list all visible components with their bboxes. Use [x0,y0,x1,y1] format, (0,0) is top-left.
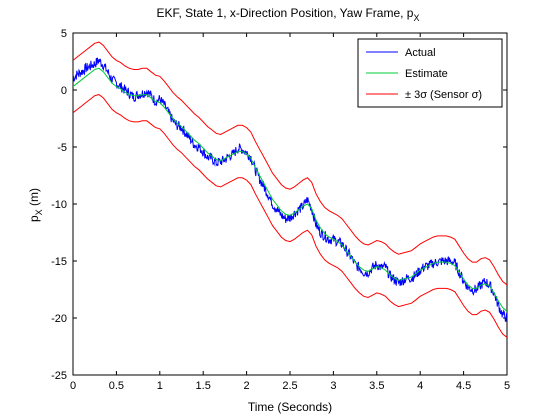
y-axis-label-subscript: X [34,209,44,215]
y-tick-label: -5 [57,142,67,154]
y-axis-label-main: p [27,215,41,222]
x-axis-label: Time (Seconds) [248,400,332,414]
legend-label: Actual [405,47,436,59]
y-tick-label: 0 [61,85,67,97]
legend-label: ± 3σ (Sensor σ) [405,89,482,101]
series-lower-bound [73,94,507,338]
x-tick-label: 2 [244,380,250,392]
x-tick-label: 0.5 [109,380,124,392]
x-tick-label: 4.5 [456,380,471,392]
legend: Actual Estimate ± 3σ (Sensor σ) [357,38,503,108]
x-tick-label: 1.5 [196,380,211,392]
x-tick-label: 0 [70,380,76,392]
x-tick-label: 5 [504,380,510,392]
series-upper-bound [73,41,507,286]
series-estimate [73,67,507,312]
x-tick-label: 1 [157,380,163,392]
y-axis-label: pX (m) [27,188,44,222]
y-tick-label: -10 [51,199,67,211]
x-tick-label: 4 [417,380,423,392]
chart-title: EKF, State 1, x-Direction Position, Yaw … [156,6,419,23]
y-tick-label: -15 [51,256,67,268]
y-axis-label-text: pX (m) [27,188,44,222]
chart-title-main: EKF, State 1, x-Direction Position, Yaw … [156,6,413,20]
y-tick-label: -20 [51,313,67,325]
legend-label: Estimate [405,68,448,80]
x-tick-label: 3 [330,380,336,392]
y-tick-label: 5 [61,28,67,40]
y-axis-label-unit: (m) [27,188,41,209]
chart-title-text: EKF, State 1, x-Direction Position, Yaw … [156,6,419,23]
chart-title-subscript: X [413,13,419,23]
y-tick-label: -25 [51,370,67,382]
x-tick-label: 2.5 [282,380,297,392]
x-tick-label: 3.5 [369,380,384,392]
